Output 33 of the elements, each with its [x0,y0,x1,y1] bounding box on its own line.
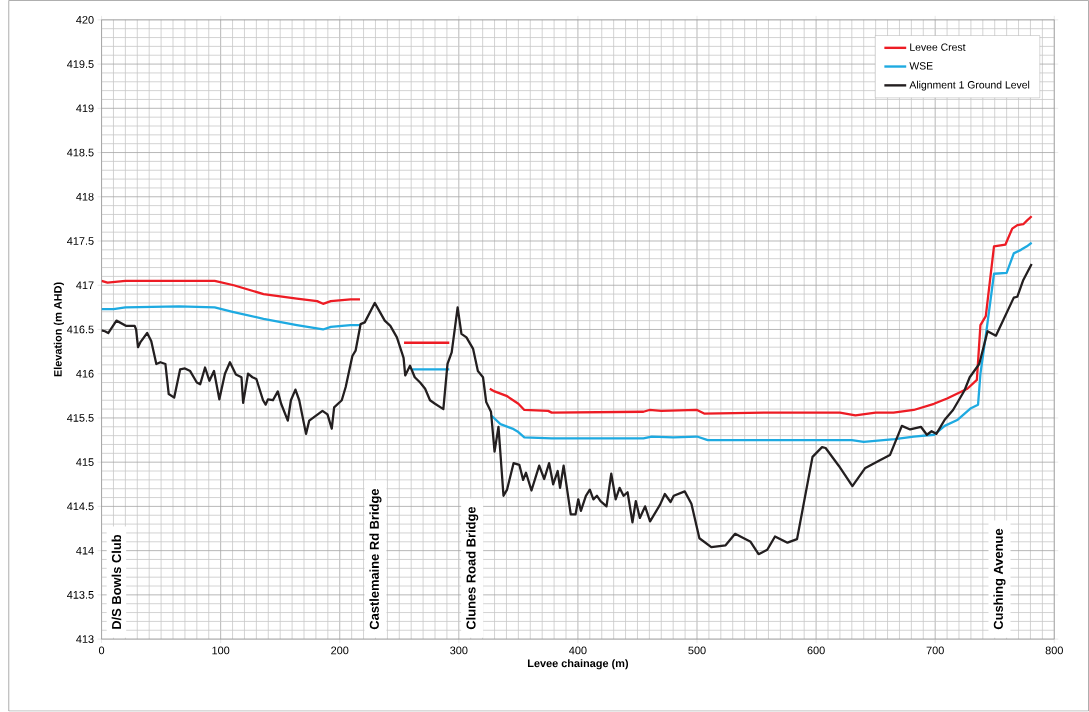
y-tick-label: 418 [76,193,94,201]
y-tick-label: 420 [76,16,94,24]
x-tick-label: 700 [926,646,944,655]
annotation: Castlemaine Rd Bridge [369,489,382,630]
x-tick-label: 500 [688,646,706,655]
y-tick-label: 417 [76,281,94,290]
legend-label: WSE [909,62,933,70]
x-tick-label: 800 [1045,646,1063,655]
y-tick-label: 413.5 [67,591,94,599]
y-tick-label: 414.5 [67,502,94,511]
annotation: D/S Bowls Club [111,535,122,630]
y-tick-label: 413 [76,635,94,644]
annotation: Clunes Road Bridge [466,507,479,630]
x-tick-label: 200 [331,646,349,655]
y-tick-label: 414 [76,547,94,555]
y-tick-label: 419.5 [67,60,94,69]
legend-label: Levee Crest [910,43,966,52]
y-tick-label: 415.5 [67,414,94,422]
y-tick-label: 417.5 [67,237,94,246]
y-tick-label: 416.5 [67,325,94,334]
x-tick-label: 100 [212,646,230,655]
y-tick-label: 416 [76,370,94,378]
x-tick-label: 400 [569,646,587,655]
y-tick-label: 415 [76,458,94,467]
annotation: Cushing Avenue [993,529,1006,630]
x-tick-label: 0 [98,646,105,655]
y-tick-label: 419 [76,104,94,113]
y-tick-label: 418.5 [67,148,94,157]
x-tick-label: 300 [450,646,468,655]
x-tick-label: 600 [807,646,825,655]
legend-label: Alignment 1 Ground Level [909,81,1030,91]
x-axis-title: Levee chainage (m) [527,659,629,670]
y-axis-title: Elevation (m AHD) [53,282,64,377]
